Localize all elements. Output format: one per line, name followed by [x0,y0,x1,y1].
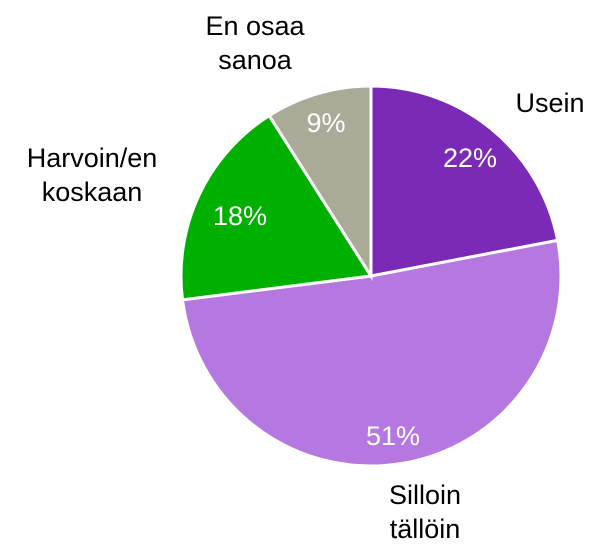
category-label: En osaa sanoa [205,11,305,75]
value-label: 22% [443,143,497,173]
value-label: 18% [213,201,267,231]
pie-slice [180,238,563,468]
value-label: 9% [306,108,345,138]
value-label: 51% [366,421,420,451]
category-label: Harvoin/en koskaan [27,143,158,207]
category-label: Silloin tällöin [389,480,461,544]
pie-slice [179,113,374,302]
pie-slice [369,84,560,278]
pie-slice [267,84,373,282]
category-label: Usein [515,88,584,118]
